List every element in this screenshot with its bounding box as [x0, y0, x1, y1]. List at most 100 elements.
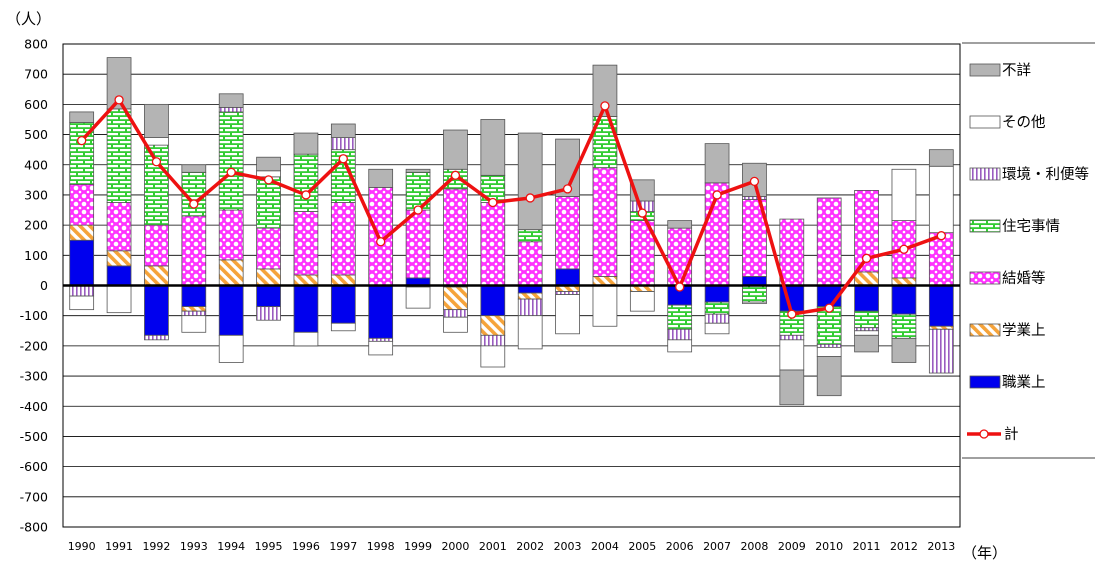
bar-segment	[779, 218, 805, 286]
total-point	[861, 253, 872, 263]
bar-segment	[293, 153, 319, 212]
total-point	[936, 231, 946, 241]
bar-segment	[629, 291, 655, 312]
bar-stack	[293, 132, 319, 347]
total-line	[77, 95, 946, 319]
total-point	[787, 309, 797, 319]
bar-segment	[144, 334, 169, 341]
bar-segment	[592, 276, 618, 286]
x-tick-label: 1990	[68, 540, 96, 553]
x-tick-label: 2001	[479, 540, 507, 553]
bar-segment	[592, 167, 618, 277]
bar-segment	[779, 369, 805, 406]
bar-segment	[330, 274, 356, 286]
bar-segment	[405, 209, 431, 279]
bar-segment	[330, 322, 356, 332]
bar-stack	[69, 111, 95, 311]
x-tick-label: 2007	[703, 540, 731, 553]
bar-segment	[480, 119, 506, 176]
bar-segment	[218, 209, 244, 261]
bar-segment	[256, 306, 281, 321]
total-point	[824, 303, 834, 313]
total-point	[189, 199, 199, 209]
bar-segment	[928, 232, 954, 286]
bar-segment	[816, 197, 842, 286]
bar-stack	[144, 103, 169, 341]
total-point	[376, 237, 386, 247]
bar-segment	[69, 285, 95, 297]
bar-segment	[106, 202, 132, 252]
x-tick-label: 2008	[740, 540, 768, 553]
bar-segment	[144, 224, 169, 267]
legend-label: 計	[1004, 426, 1019, 443]
legend-swatch	[969, 271, 1001, 285]
bar-stack	[181, 164, 207, 333]
bar-segment	[854, 190, 879, 273]
bar-segment	[928, 165, 954, 234]
bar-segment	[144, 285, 169, 336]
bar-segment	[816, 346, 842, 357]
legend-swatch	[969, 167, 1001, 181]
bar-stack	[218, 93, 244, 363]
bar-segment	[517, 315, 543, 350]
x-tick-label: 2011	[853, 540, 881, 553]
bar-segment	[256, 227, 281, 270]
bar-segment	[667, 328, 693, 341]
bar-stack	[256, 156, 281, 321]
bar-segment	[891, 285, 917, 315]
legend-label: 住宅事情	[1002, 218, 1060, 235]
total-point	[338, 154, 348, 164]
bar-segment	[405, 168, 431, 173]
x-tick-label: 2006	[666, 540, 694, 553]
bar-segment	[517, 229, 543, 243]
legend-label: 職業上	[1002, 374, 1046, 391]
x-tick-label: 1997	[329, 540, 357, 553]
bar-stack	[480, 119, 506, 368]
total-point	[749, 176, 760, 187]
bar-segment	[106, 250, 132, 267]
total-point	[114, 95, 124, 105]
x-axis-ticks: 1990 1991 1992 1993 1994 1995 1996 1997 1998 1999…	[68, 540, 956, 553]
bar-segment	[704, 285, 730, 303]
bar-stack	[555, 138, 580, 335]
bar-segment	[443, 129, 468, 170]
bar-segment	[218, 106, 244, 113]
bar-segment	[854, 271, 879, 286]
bar-segment	[480, 315, 506, 336]
bar-segment	[816, 343, 842, 348]
x-tick-label: 1995	[255, 540, 283, 553]
total-point	[301, 190, 311, 200]
bar-segment	[704, 322, 730, 335]
legend-line-marker	[979, 429, 989, 439]
legend-swatch	[969, 115, 1001, 129]
bar-segment	[218, 285, 244, 336]
bar-segment	[816, 356, 842, 397]
y-tick-label: -300	[20, 369, 48, 384]
total-point	[899, 244, 909, 254]
bar-segment	[555, 196, 580, 270]
bar-segment	[891, 168, 917, 221]
bar-segment	[405, 286, 431, 309]
bar-stack	[891, 168, 917, 363]
bar-segment	[144, 137, 169, 146]
bar-stack	[405, 168, 431, 309]
bar-stack	[443, 129, 468, 333]
bar-segment	[779, 334, 805, 341]
bar-segment	[69, 295, 95, 311]
x-tick-label: 2009	[778, 540, 806, 553]
y-tick-label: 100	[24, 248, 48, 263]
bar-segment	[779, 339, 805, 371]
legend-swatch	[969, 63, 1001, 77]
bar-segment	[218, 93, 244, 108]
bar-segment	[106, 285, 132, 314]
x-tick-label: 2012	[890, 540, 918, 553]
bar-stack	[330, 123, 356, 332]
legend-label: 環境・利便等	[1002, 165, 1089, 183]
bar-segment	[928, 285, 954, 327]
bar-segment	[480, 334, 506, 347]
bar-segment	[742, 301, 767, 305]
bar-segment	[293, 211, 319, 276]
total-point	[488, 197, 498, 208]
x-tick-label: 1994	[217, 540, 245, 553]
